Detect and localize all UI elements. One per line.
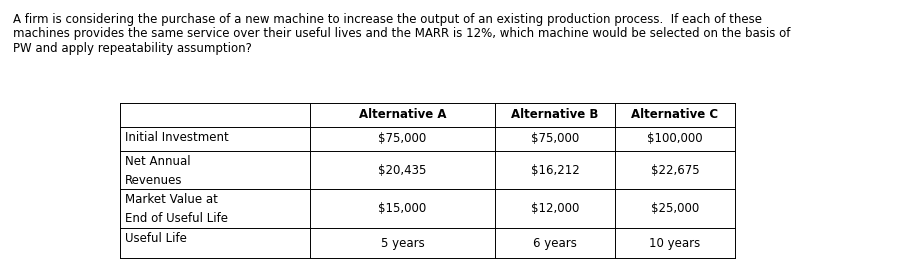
Text: $12,000: $12,000 (531, 202, 580, 215)
Text: Alternative C: Alternative C (631, 109, 718, 122)
Text: $15,000: $15,000 (378, 202, 426, 215)
Text: $20,435: $20,435 (378, 164, 426, 177)
Text: Market Value at
End of Useful Life: Market Value at End of Useful Life (125, 193, 228, 225)
Text: $75,000: $75,000 (531, 132, 580, 146)
Text: $16,212: $16,212 (531, 164, 580, 177)
Text: $75,000: $75,000 (378, 132, 426, 146)
Text: Initial Investment: Initial Investment (125, 131, 229, 144)
Text: PW and apply repeatability assumption?: PW and apply repeatability assumption? (13, 42, 252, 55)
Text: 5 years: 5 years (381, 236, 424, 250)
Text: 6 years: 6 years (533, 236, 577, 250)
Text: machines provides the same service over their useful lives and the MARR is 12%, : machines provides the same service over … (13, 27, 790, 40)
Text: Alternative A: Alternative A (359, 109, 446, 122)
Text: $22,675: $22,675 (650, 164, 699, 177)
Text: $25,000: $25,000 (651, 202, 699, 215)
Text: A firm is considering the purchase of a new machine to increase the output of an: A firm is considering the purchase of a … (13, 13, 762, 26)
Text: Useful Life: Useful Life (125, 232, 187, 245)
Text: Net Annual
Revenues: Net Annual Revenues (125, 155, 190, 187)
Text: $100,000: $100,000 (648, 132, 703, 146)
Text: Alternative B: Alternative B (512, 109, 599, 122)
Text: 10 years: 10 years (649, 236, 700, 250)
